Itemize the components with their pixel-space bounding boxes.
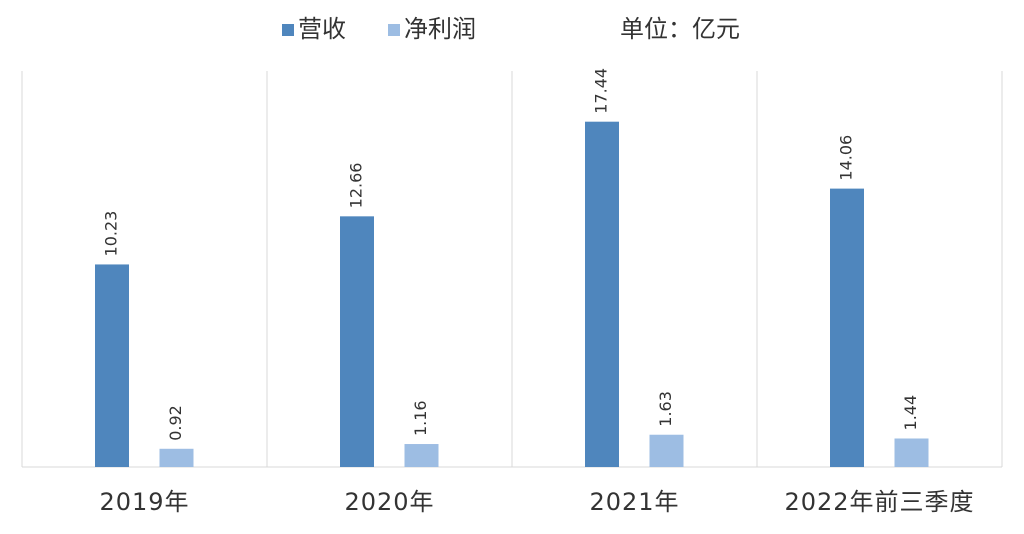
bar [894, 438, 929, 467]
x-tick-label: 2021年 [589, 488, 679, 516]
value-label: 1.44 [901, 395, 920, 431]
value-label: 10.23 [102, 211, 121, 257]
x-tick-label: 2020年 [344, 488, 434, 516]
value-label: 14.06 [837, 135, 856, 181]
value-label: 1.16 [411, 400, 430, 436]
value-label: 1.63 [656, 391, 675, 427]
bar [649, 434, 684, 467]
value-label: 17.44 [592, 68, 611, 114]
bar [95, 264, 129, 467]
bar [585, 121, 619, 468]
x-tick-label: 2022年前三季度 [784, 488, 974, 516]
legend-swatch [282, 24, 294, 36]
bar [830, 188, 864, 467]
bar [404, 444, 439, 467]
unit-label: 单位：亿元 [620, 15, 740, 43]
value-label: 0.92 [166, 405, 185, 441]
legend-swatch [388, 24, 400, 36]
bar [159, 448, 194, 467]
legend-label: 营收 [298, 15, 346, 43]
x-tick-label: 2019年 [99, 488, 189, 516]
bar [340, 216, 374, 467]
legend-label: 净利润 [404, 15, 476, 43]
value-label: 12.66 [347, 163, 366, 209]
